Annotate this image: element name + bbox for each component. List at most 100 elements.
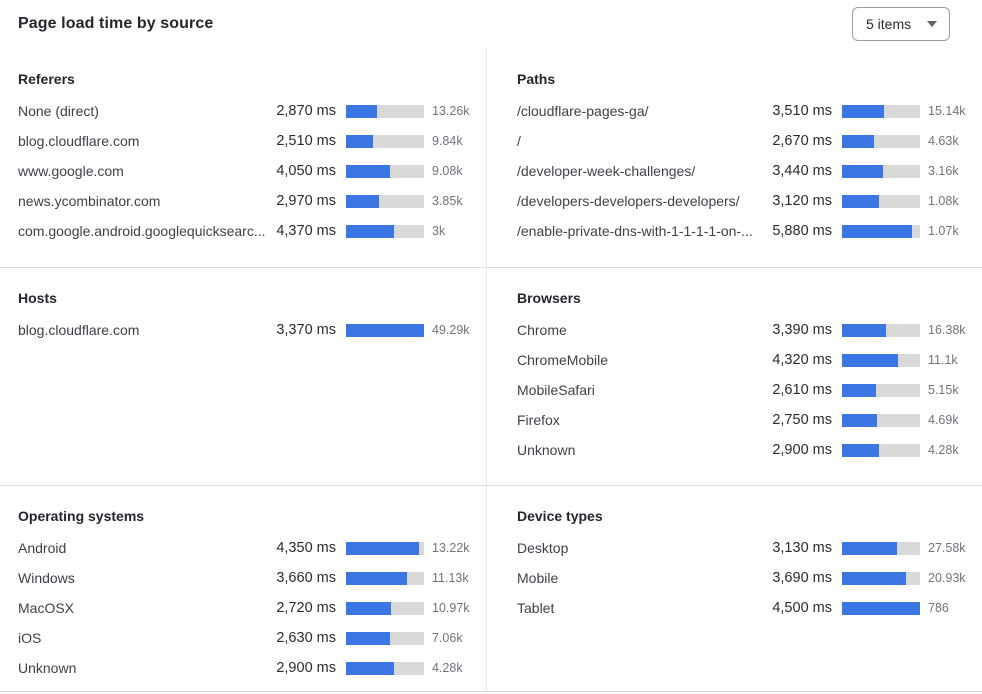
- browser-row[interactable]: Firefox 2,750 ms 4.69k: [517, 405, 970, 435]
- loadtime-bar-fill: [346, 631, 390, 645]
- referer-row[interactable]: www.google.com 4,050 ms 9.08k: [18, 156, 474, 186]
- loadtime-bar: [842, 164, 920, 178]
- loadtime-bar: [346, 601, 424, 615]
- path-label: /enable-private-dns-with-1-1-1-1-on-...: [517, 223, 753, 239]
- page-title: Page load time by source: [18, 15, 214, 32]
- load-time-value: 2,970 ms: [276, 193, 336, 209]
- loadtime-bar: [842, 443, 920, 457]
- loadtime-bar-fill: [346, 571, 407, 585]
- sample-count: 786: [928, 601, 949, 615]
- sample-count: 16.38k: [928, 323, 966, 337]
- load-time-value: 4,500 ms: [772, 600, 832, 616]
- os-label: iOS: [18, 630, 42, 646]
- load-time-value: 3,440 ms: [772, 163, 832, 179]
- referer-label: news.ycombinator.com: [18, 193, 161, 209]
- loadtime-bar: [346, 104, 424, 118]
- load-time-value: 3,690 ms: [772, 570, 832, 586]
- loadtime-bar-fill: [346, 541, 420, 555]
- loadtime-bar-fill: [842, 601, 920, 615]
- referer-label: www.google.com: [18, 163, 124, 179]
- sample-count: 3.16k: [928, 164, 959, 178]
- sample-count: 11.13k: [432, 571, 469, 585]
- loadtime-bar-fill: [346, 601, 392, 615]
- device-row[interactable]: Mobile 3,690 ms 20.93k: [517, 563, 970, 593]
- os-row[interactable]: iOS 2,630 ms 7.06k: [18, 623, 474, 653]
- loadtime-bar: [346, 134, 424, 148]
- load-time-value: 3,370 ms: [276, 322, 336, 338]
- device-label: Desktop: [517, 540, 569, 556]
- host-row[interactable]: blog.cloudflare.com 3,370 ms 49.29k: [18, 315, 474, 345]
- path-row[interactable]: /cloudflare-pages-ga/ 3,510 ms 15.14k: [517, 96, 970, 126]
- sample-count: 10.97k: [432, 601, 470, 615]
- panel-paths: Paths /cloudflare-pages-ga/ 3,510 ms 15.…: [486, 49, 982, 267]
- loadtime-bar-fill: [842, 413, 878, 427]
- os-row[interactable]: Android 4,350 ms 13.22k: [18, 533, 474, 563]
- panel-operating-systems: Operating systems Android 4,350 ms 13.22…: [0, 485, 486, 691]
- loadtime-bar-fill: [842, 541, 897, 555]
- os-label: Unknown: [18, 660, 77, 676]
- loadtime-bar-fill: [842, 194, 880, 208]
- os-row[interactable]: Unknown 2,900 ms 4.28k: [18, 653, 474, 683]
- path-row[interactable]: /developer-week-challenges/ 3,440 ms 3.1…: [517, 156, 970, 186]
- os-row[interactable]: Windows 3,660 ms 11.13k: [18, 563, 474, 593]
- referer-row[interactable]: news.ycombinator.com 2,970 ms 3.85k: [18, 186, 474, 216]
- os-row[interactable]: MacOSX 2,720 ms 10.97k: [18, 593, 474, 623]
- sample-count: 4.69k: [928, 413, 959, 427]
- items-count-dropdown[interactable]: 5 items: [852, 7, 950, 41]
- load-time-value: 2,630 ms: [276, 630, 336, 646]
- load-time-value: 4,370 ms: [276, 223, 336, 239]
- browser-row[interactable]: Unknown 2,900 ms 4.28k: [517, 435, 970, 465]
- sample-count: 7.06k: [432, 631, 463, 645]
- loadtime-bar: [346, 224, 424, 238]
- referer-row[interactable]: None (direct) 2,870 ms 13.26k: [18, 96, 474, 126]
- referer-label: None (direct): [18, 103, 99, 119]
- browser-row[interactable]: ChromeMobile 4,320 ms 11.1k: [517, 345, 970, 375]
- browser-label: Unknown: [517, 442, 576, 458]
- browser-label: ChromeMobile: [517, 352, 609, 368]
- sample-count: 15.14k: [928, 104, 966, 118]
- loadtime-bar: [346, 323, 424, 337]
- loadtime-bar: [346, 571, 424, 585]
- browser-row[interactable]: Chrome 3,390 ms 16.38k: [517, 315, 970, 345]
- path-label: /cloudflare-pages-ga/: [517, 103, 649, 119]
- os-label: MacOSX: [18, 600, 75, 616]
- path-row[interactable]: /enable-private-dns-with-1-1-1-1-on-... …: [517, 216, 970, 246]
- load-time-value: 4,320 ms: [772, 352, 832, 368]
- referer-row[interactable]: com.google.android.googlequicksearc... 4…: [18, 216, 474, 246]
- sample-count: 27.58k: [928, 541, 966, 555]
- panel-referers-title: Referers: [18, 71, 75, 87]
- loadtime-bar-fill: [346, 224, 394, 238]
- load-time-value: 3,130 ms: [772, 540, 832, 556]
- path-label: /: [517, 133, 521, 149]
- device-row[interactable]: Tablet 4,500 ms 786: [517, 593, 970, 623]
- load-time-value: 2,510 ms: [276, 133, 336, 149]
- sample-count: 4.63k: [928, 134, 959, 148]
- os-label: Android: [18, 540, 67, 556]
- panel-device-types-title: Device types: [517, 508, 603, 524]
- host-label: blog.cloudflare.com: [18, 322, 140, 338]
- loadtime-bar: [346, 661, 424, 675]
- loadtime-bar: [346, 631, 424, 645]
- loadtime-bar: [842, 413, 920, 427]
- path-row[interactable]: /developers-developers-developers/ 3,120…: [517, 186, 970, 216]
- browser-row[interactable]: MobileSafari 2,610 ms 5.15k: [517, 375, 970, 405]
- panel-device-types: Device types Desktop 3,130 ms 27.58k Mob…: [486, 485, 982, 691]
- device-row[interactable]: Desktop 3,130 ms 27.58k: [517, 533, 970, 563]
- device-label: Mobile: [517, 570, 559, 586]
- path-label: /developer-week-challenges/: [517, 163, 696, 179]
- load-time-value: 3,660 ms: [276, 570, 336, 586]
- referer-label: com.google.android.googlequicksearc...: [18, 223, 266, 239]
- load-time-value: 4,350 ms: [276, 540, 336, 556]
- loadtime-bar: [842, 104, 920, 118]
- loadtime-bar-fill: [842, 571, 906, 585]
- loadtime-bar-fill: [346, 104, 378, 118]
- panel-browsers: Browsers Chrome 3,390 ms 16.38k ChromeMo…: [486, 267, 982, 485]
- loadtime-bar: [842, 601, 920, 615]
- loadtime-bar-fill: [842, 224, 913, 238]
- panel-operating-systems-title: Operating systems: [18, 508, 145, 524]
- loadtime-bar-fill: [346, 194, 379, 208]
- path-row[interactable]: / 2,670 ms 4.63k: [517, 126, 970, 156]
- loadtime-bar-fill: [842, 383, 876, 397]
- referer-row[interactable]: blog.cloudflare.com 2,510 ms 9.84k: [18, 126, 474, 156]
- load-time-value: 3,390 ms: [772, 322, 832, 338]
